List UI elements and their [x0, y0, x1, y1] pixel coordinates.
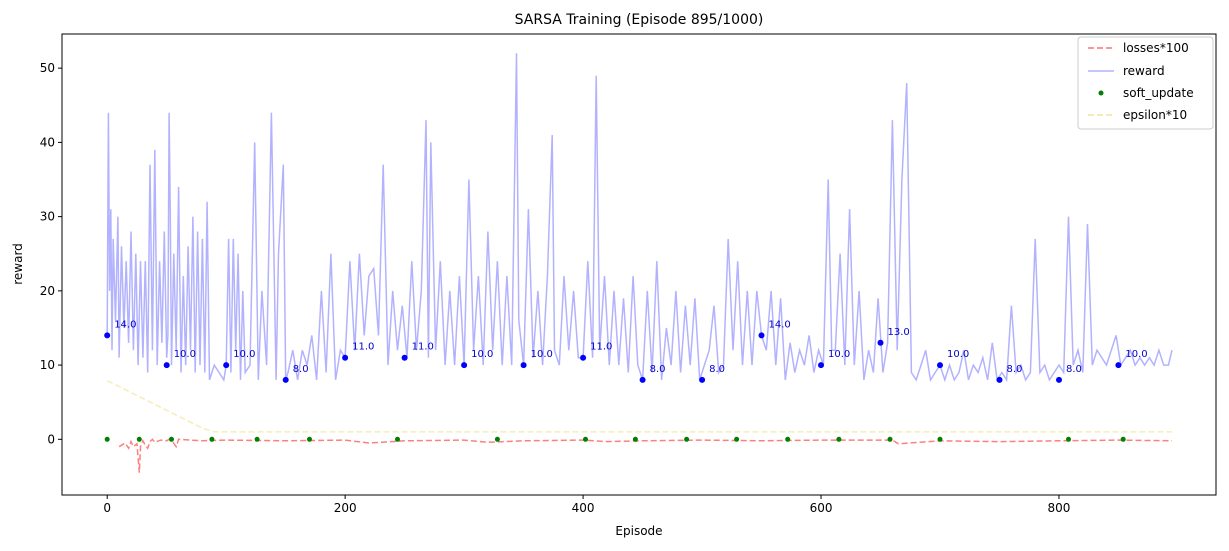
reward-marker-point [461, 362, 468, 369]
soft-update-point [169, 436, 174, 442]
x-tick-label: 0 [103, 501, 111, 515]
reward-annotation-label: 14.0 [114, 319, 136, 330]
legend-label-losses: losses*100 [1123, 41, 1189, 55]
x-axis-ticks: 0 200 400 600 800 [103, 495, 1070, 515]
soft-update-point [494, 436, 500, 442]
series-line-reward [106, 53, 1173, 383]
y-axis-ticks: 0 10 20 30 40 50 [40, 61, 62, 446]
reward-annotation-label: 14.0 [769, 319, 791, 330]
soft-update-point [104, 436, 110, 442]
reward-marker-point [877, 339, 884, 346]
reward-annotation-label: 10.0 [531, 349, 553, 360]
soft-update-point [254, 436, 260, 442]
reward-marker-point [1115, 362, 1122, 369]
x-tick-label: 200 [334, 501, 357, 515]
reward-marker-point [758, 332, 765, 339]
reward-annotation-label: 8.0 [1066, 364, 1082, 375]
x-tick-label: 600 [810, 501, 833, 515]
reward-annotation-label: 13.0 [888, 327, 910, 338]
legend-label-epsilon: epsilon*10 [1123, 108, 1187, 122]
legend-label-reward: reward [1123, 64, 1165, 78]
series-line-epsilon [106, 380, 1172, 433]
reward-marker-point [818, 362, 824, 369]
reward-marker-point [282, 376, 289, 383]
reward-marker-point [996, 376, 1003, 383]
soft-update-point [684, 436, 690, 442]
reward-marker-point [401, 354, 408, 361]
series-line-losses [118, 438, 1173, 473]
reward-marker-point [580, 354, 587, 361]
reward-annotation-label: 11.0 [590, 342, 612, 353]
reward-annotation-label: 11.0 [412, 342, 434, 353]
y-tick-label: 40 [40, 135, 55, 149]
x-axis-label: Episode [615, 524, 662, 538]
soft-update-point [836, 436, 842, 442]
y-tick-label: 20 [40, 284, 55, 298]
soft-update-point [632, 436, 638, 442]
reward-annotation-label: 10.0 [233, 349, 255, 360]
y-axis-label: reward [11, 243, 25, 285]
soft-update-point [1120, 436, 1126, 442]
y-tick-label: 50 [40, 61, 55, 75]
reward-annotation-label: 8.0 [650, 364, 666, 375]
y-tick-label: 0 [47, 432, 55, 446]
reward-annotation-label: 10.0 [947, 349, 969, 360]
reward-annotation-label: 11.0 [352, 342, 374, 353]
reward-marker-point [342, 354, 349, 361]
soft-update-point [136, 436, 142, 442]
reward-annotation-label: 8.0 [709, 364, 725, 375]
reward-marker-point [520, 362, 527, 369]
soft-update-point [887, 436, 893, 442]
soft-update-point [1066, 436, 1071, 442]
soft-update-point [937, 436, 943, 442]
soft-update-point [734, 436, 740, 442]
legend-swatch-soft-update [1098, 90, 1104, 96]
legend-box [1077, 36, 1214, 130]
reward-annotation-label: 8.0 [1007, 364, 1023, 375]
soft-update-point [209, 436, 215, 442]
soft-update-point [785, 436, 791, 442]
reward-marker-point [639, 376, 646, 383]
reward-marker-point [104, 332, 111, 339]
soft-update-point [583, 436, 588, 442]
reward-marker-point [1056, 376, 1062, 383]
reward-annotation-label: 10.0 [174, 349, 196, 360]
reward-annotation-label: 10.0 [828, 349, 850, 360]
reward-marker-point [937, 362, 943, 369]
plot-area: 14.0 10.0 10.0 8.0 11.0 11.0 10.0 10.0 11.0 8.0 8.… [104, 53, 1173, 473]
reward-marker-point [223, 362, 230, 369]
legend-label-soft-update: soft_update [1123, 86, 1194, 100]
y-tick-label: 10 [40, 358, 55, 372]
legend: losses*100 reward soft_update epsilon*10 [1077, 36, 1214, 130]
y-tick-label: 30 [40, 210, 55, 224]
reward-marker-point [699, 376, 706, 383]
reward-annotation-label: 8.0 [293, 364, 309, 375]
soft-update-point [395, 436, 400, 442]
reward-annotation-label: 10.0 [471, 349, 493, 360]
reward-annotation-label: 10.0 [1125, 349, 1147, 360]
soft-update-point [307, 436, 312, 442]
chart-title: SARSA Training (Episode 895/1000) [515, 12, 764, 28]
x-tick-label: 400 [572, 501, 595, 515]
x-tick-label: 800 [1048, 501, 1071, 515]
reward-marker-point [163, 362, 170, 369]
axes-frame [61, 33, 1217, 496]
